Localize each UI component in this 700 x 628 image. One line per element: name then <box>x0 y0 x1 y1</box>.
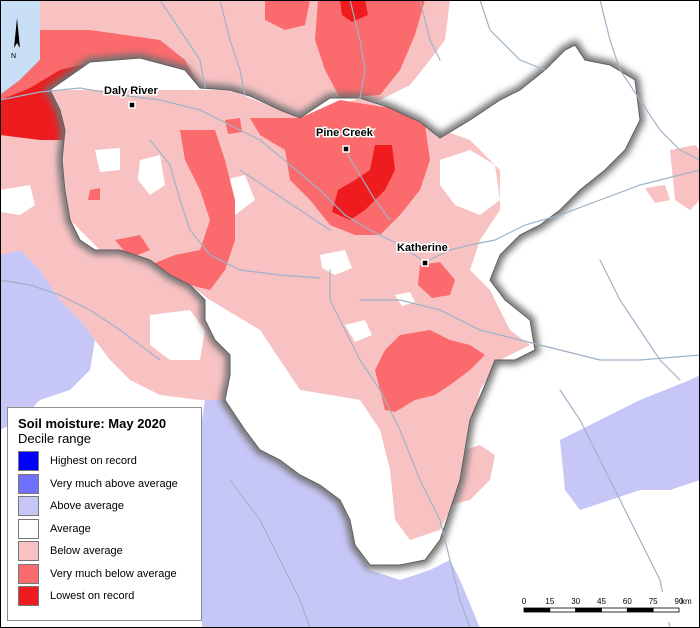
scale-unit-label: km <box>681 597 692 606</box>
scale-tick-label: 15 <box>545 597 554 606</box>
north-arrow-label: N <box>11 53 16 60</box>
scale-tick-label: 75 <box>649 597 658 606</box>
north-arrow: N <box>11 18 20 60</box>
pink-area-east-patch <box>670 145 700 210</box>
scale-segment <box>549 607 577 613</box>
river-east-south <box>559 389 671 628</box>
river-north-1 <box>219 0 246 97</box>
legend-item-label: Above average <box>50 500 124 513</box>
legend: Soil moisture: May 2020 Decile range Hig… <box>7 407 202 621</box>
river-katherine <box>424 169 700 263</box>
town-katherine[interactable]: Katherine <box>396 241 449 267</box>
legend-item-label: Very much above average <box>50 477 178 490</box>
river-north-4 <box>479 0 546 71</box>
river-east-branch <box>359 299 700 361</box>
red-area-north-center <box>265 0 310 30</box>
pink-area-east-small <box>645 185 670 203</box>
legend-item: Lowest on record <box>18 585 201 608</box>
legend-item: Very much below average <box>18 563 201 586</box>
river-east-mid <box>599 259 681 381</box>
legend-item-label: Below average <box>50 545 123 558</box>
town-daly-river[interactable]: Daly River <box>103 84 160 109</box>
scale-segment <box>523 607 551 613</box>
river-west-2 <box>149 139 321 279</box>
river-north-2 <box>349 0 366 99</box>
legend-item: Average <box>18 518 201 541</box>
legend-item: Below average <box>18 540 201 563</box>
legend-swatch <box>18 473 39 494</box>
town-label-pine-creek: Pine Creek <box>316 127 374 139</box>
legend-subtitle: Decile range <box>18 431 91 446</box>
river-west-1 <box>0 279 161 361</box>
white-patch-west-2 <box>150 310 205 360</box>
town-pine-creek[interactable]: Pine Creek <box>315 126 375 153</box>
legend-items: Highest on record Very much above average… <box>18 450 201 608</box>
darkred-area-north <box>340 0 368 22</box>
scale-tick-label: 45 <box>597 597 606 606</box>
legend-swatch <box>18 496 39 517</box>
legend-item-label: Very much below average <box>50 567 177 580</box>
scale-segment <box>652 607 680 613</box>
catchment-white-hole-6 <box>345 320 372 342</box>
catchment-white-south <box>225 355 490 565</box>
catchment-white-hole-7 <box>95 148 120 172</box>
legend-swatch <box>18 563 39 584</box>
river-center-1 <box>239 169 331 231</box>
scale-tick-label: 90 <box>675 597 684 606</box>
catchment-white-hole-1 <box>138 155 165 195</box>
blue-area-east <box>560 375 700 510</box>
legend-item: Very much above average <box>18 473 201 496</box>
catchment-red-katherine <box>418 262 455 298</box>
scale-bar: 0 15 30 45 60 75 90 km <box>514 592 693 622</box>
scale-segment <box>601 607 628 613</box>
scale-tick-label: 30 <box>571 597 580 606</box>
river-daly-main <box>0 87 426 263</box>
river-north-west <box>159 0 206 89</box>
scale-tick-label: 60 <box>623 597 632 606</box>
catchment-pink-south-lobe <box>385 415 430 500</box>
catchment-red-small-4 <box>225 118 242 134</box>
river-east-north <box>599 0 700 161</box>
blue-area-west <box>0 250 95 430</box>
legend-item: Highest on record <box>18 450 201 473</box>
catchment-red-west-strip <box>150 130 235 290</box>
scale-tick-label: 0 <box>522 597 527 606</box>
river-pine-creek <box>344 149 391 221</box>
catchment-red-small-3 <box>88 188 100 200</box>
catchment-white-hole-2 <box>320 250 352 275</box>
scale-segment <box>626 607 654 613</box>
town-label-katherine: Katherine <box>397 242 448 254</box>
red-area-north-right <box>315 0 425 98</box>
catchment-red-center <box>250 100 430 235</box>
catchment-darkred-center <box>332 145 395 220</box>
river-sw-1 <box>229 479 311 628</box>
legend-item-label: Average <box>50 522 91 535</box>
legend-swatch <box>18 518 39 539</box>
catchment-red-small-1 <box>115 235 150 258</box>
scale-segment <box>575 607 602 613</box>
catchment-red-southeast <box>375 330 485 412</box>
white-patch-west <box>0 185 35 215</box>
legend-swatch <box>18 541 39 562</box>
legend-swatch <box>18 451 39 472</box>
north-arrow-icon <box>14 18 20 48</box>
river-north-3 <box>419 0 441 61</box>
town-marker-pine-creek <box>342 145 350 153</box>
legend-item-label: Lowest on record <box>50 590 135 603</box>
legend-item-label: Highest on record <box>50 455 137 468</box>
legend-swatch <box>18 586 39 607</box>
town-label-daly-river: Daly River <box>104 85 159 97</box>
town-marker-daly-river <box>128 101 136 109</box>
river-south-branch <box>329 269 471 628</box>
catchment-white-hole-5 <box>440 150 500 215</box>
legend-item: Above average <box>18 495 201 518</box>
town-marker-katherine <box>421 259 429 267</box>
legend-title: Soil moisture: May 2020 <box>18 416 167 431</box>
